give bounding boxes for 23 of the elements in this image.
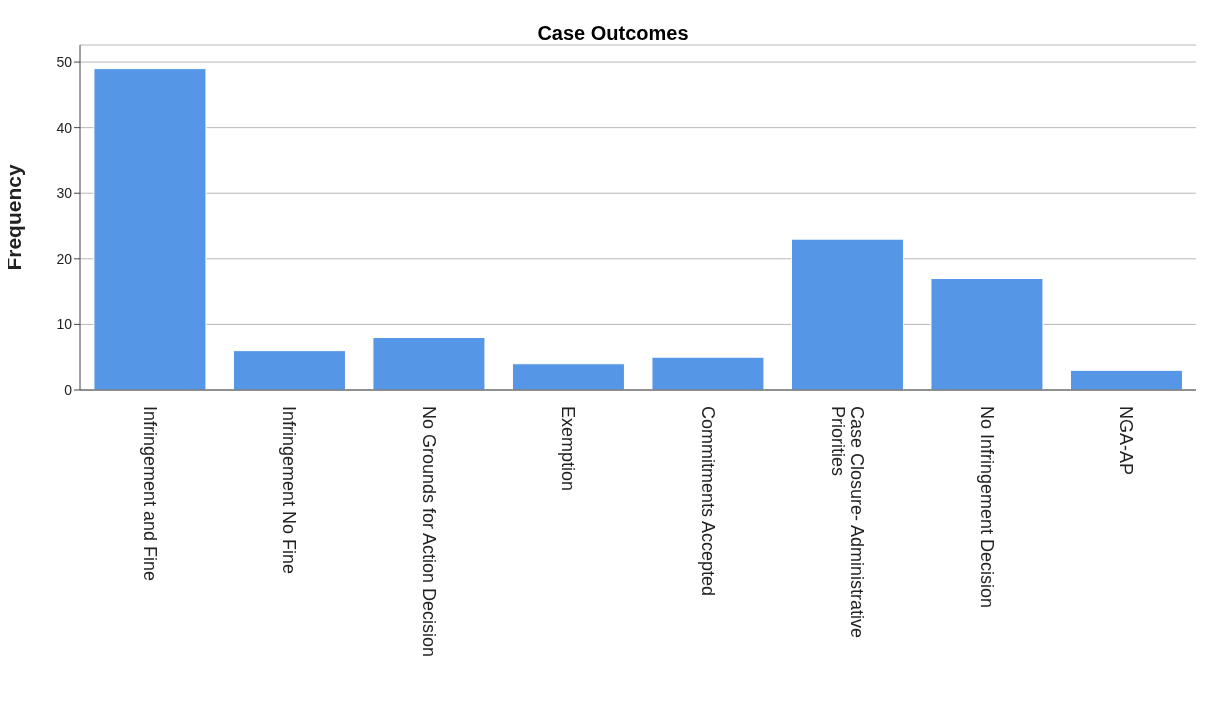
chart-title: Case Outcomes <box>537 22 689 44</box>
x-tick-label: Case Closure- Administrative Priorities <box>827 406 867 639</box>
bar <box>93 68 207 390</box>
bar <box>232 350 346 390</box>
y-tick-label: 10 <box>56 316 73 333</box>
bar <box>372 337 486 390</box>
x-tick-label: Exemption <box>558 406 579 492</box>
y-tick-label: 40 <box>56 119 73 136</box>
y-tick-label: 50 <box>56 54 73 71</box>
bar <box>651 356 765 390</box>
x-tick-label: NGA-AP <box>1116 406 1137 476</box>
bar <box>790 238 904 390</box>
bar <box>511 363 625 390</box>
x-tick-label: Infringement and Fine <box>139 406 160 582</box>
bar <box>930 278 1044 390</box>
x-tick-label: No Grounds for Action Decision <box>418 406 439 658</box>
x-tick-label: Infringement No Fine <box>279 406 300 575</box>
x-tick-label: Commitments Accepted <box>697 406 718 597</box>
bar <box>1069 369 1183 390</box>
y-tick-label: 20 <box>56 250 73 267</box>
x-tick-label: No Infringement Decision <box>976 406 997 609</box>
y-tick-label: 0 <box>64 381 73 398</box>
y-tick-label: 30 <box>56 185 73 202</box>
